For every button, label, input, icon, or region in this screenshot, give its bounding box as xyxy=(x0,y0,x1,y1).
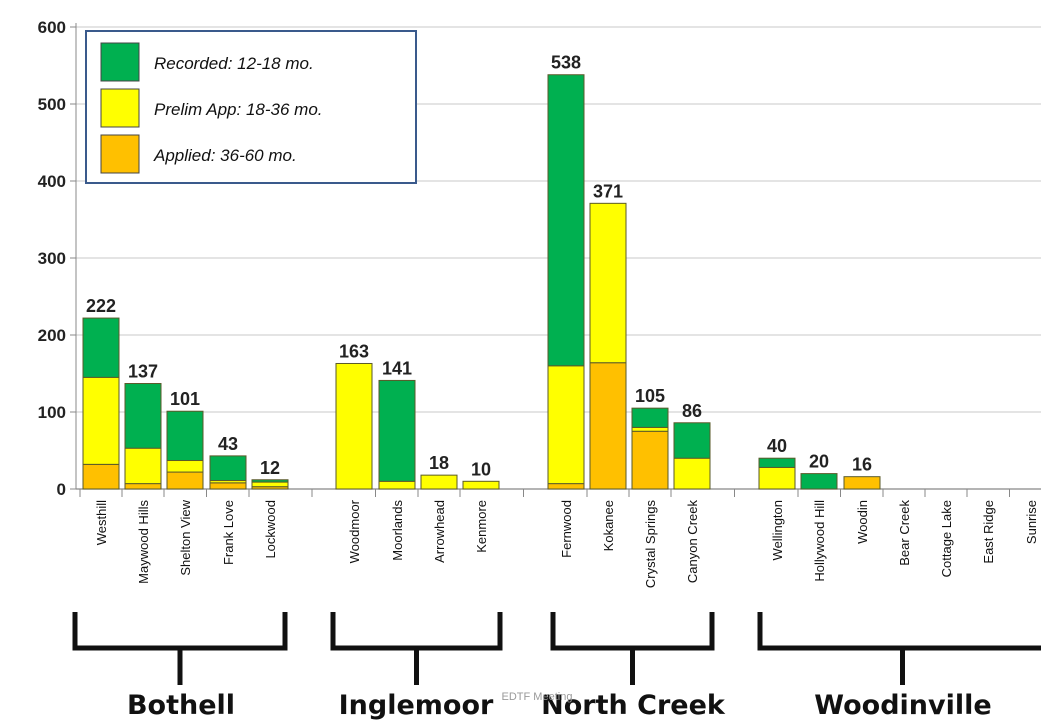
category-label: Fernwood xyxy=(559,500,574,558)
total-label: 538 xyxy=(551,53,581,73)
total-label: 43 xyxy=(218,434,238,454)
bar-segment-frank-love-s2 xyxy=(209,455,247,482)
group-bracket-inglemoor xyxy=(330,612,503,685)
bracket xyxy=(330,612,503,685)
total-label: 18 xyxy=(429,453,449,473)
total-label: 101 xyxy=(170,389,200,409)
group-bracket-bothell xyxy=(72,612,288,685)
bar-segment-canyon-creek-s1 xyxy=(673,457,711,490)
bar-segment-fernwood-s2 xyxy=(547,74,585,367)
bar-segment-canyon-creek-s2 xyxy=(673,422,711,459)
category-label: Maywood Hills xyxy=(136,500,151,584)
bar-segment-shelton-view-s1 xyxy=(166,460,204,473)
bar-segment-shelton-view-s2 xyxy=(166,410,204,462)
y-tick-label: 400 xyxy=(38,172,66,191)
bar-segment-kokanee-s1 xyxy=(589,202,627,364)
category-label: Wellington xyxy=(770,500,785,560)
category-label: Lockwood xyxy=(263,500,278,559)
total-label: 86 xyxy=(682,401,702,421)
category-label: Canyon Creek xyxy=(685,500,700,584)
bar-segment-fernwood-s1 xyxy=(547,365,585,485)
category-label: Kenmore xyxy=(474,500,489,553)
category-label: Bear Creek xyxy=(897,500,912,566)
category-label: Cottage Lake xyxy=(939,500,954,577)
bar-segment-maywood-hills-s1 xyxy=(124,447,162,485)
bar-segment-maywood-hills-s2 xyxy=(124,383,162,449)
y-tick-label: 100 xyxy=(38,403,66,422)
bar-segment-fernwood-s0 xyxy=(547,483,585,490)
group-label-inglemoor: Inglemoor xyxy=(339,690,494,721)
legend-label: Recorded: 12-18 mo. xyxy=(154,54,314,73)
legend-swatch xyxy=(100,134,140,174)
legend-label: Prelim App: 18-36 mo. xyxy=(154,100,323,119)
total-label: 141 xyxy=(382,358,412,378)
bar-segment-maywood-hills-s0 xyxy=(124,483,162,490)
bar-segment-kenmore-s1 xyxy=(462,480,500,490)
category-label: Kokanee xyxy=(601,500,616,551)
bar-segment-lockwood-s2 xyxy=(251,479,289,483)
category-label: Hollywood Hill xyxy=(812,500,827,582)
y-tick-label: 600 xyxy=(38,18,66,37)
total-label: 222 xyxy=(86,296,116,316)
total-label: 371 xyxy=(593,181,623,201)
category-label: Sunrise xyxy=(1024,500,1039,544)
total-label: 16 xyxy=(852,455,872,475)
group-bracket-woodinville xyxy=(757,612,1041,685)
category-label: Arrowhead xyxy=(432,500,447,563)
bar-segment-lockwood-s1 xyxy=(251,481,289,488)
group-label-woodinville: Woodinville xyxy=(814,690,991,721)
y-tick-label: 500 xyxy=(38,95,66,114)
category-label: Frank Love xyxy=(221,500,236,565)
category-label: Moorlands xyxy=(390,500,405,561)
category-label: Westhill xyxy=(94,500,109,545)
bar-segment-frank-love-s0 xyxy=(209,482,247,490)
bar-segment-moorlands-s1 xyxy=(378,480,416,490)
category-label: Woodmoor xyxy=(347,499,362,563)
category-label: Woodin xyxy=(855,500,870,544)
legend-swatch xyxy=(100,42,140,82)
bar-segment-woodin-s0 xyxy=(843,476,881,490)
bar-segment-wellington-s2 xyxy=(758,457,796,468)
y-tick-label: 200 xyxy=(38,326,66,345)
bracket xyxy=(757,612,1041,685)
bar-segment-wellington-s1 xyxy=(758,466,796,490)
bracket xyxy=(72,612,288,685)
y-tick-label: 0 xyxy=(57,480,66,499)
legend-box xyxy=(85,30,417,184)
category-label: Crystal Springs xyxy=(643,500,658,589)
group-bracket-north-creek xyxy=(550,612,715,685)
bar-segment-westhill-s2 xyxy=(82,317,120,378)
total-label: 163 xyxy=(339,341,369,361)
bar-segment-shelton-view-s0 xyxy=(166,471,204,490)
total-label: 137 xyxy=(128,362,158,382)
category-label: Shelton View xyxy=(178,499,193,575)
bar-segment-crystal-springs-s2 xyxy=(631,407,669,428)
bar-segment-hollywood-hill-s2 xyxy=(800,473,838,490)
group-label-north-creek: North Creek xyxy=(541,690,726,721)
bar-segment-crystal-springs-s1 xyxy=(631,426,669,432)
bar-segment-arrowhead-s1 xyxy=(420,474,458,490)
total-label: 105 xyxy=(635,386,665,406)
bar-segment-westhill-s1 xyxy=(82,376,120,465)
category-label: East Ridge xyxy=(981,500,996,564)
bar-segment-westhill-s0 xyxy=(82,463,120,490)
total-label: 10 xyxy=(471,459,491,479)
bracket xyxy=(550,612,715,685)
bar-segment-kokanee-s0 xyxy=(589,362,627,490)
y-tick-label: 300 xyxy=(38,249,66,268)
bar-segment-moorlands-s2 xyxy=(378,379,416,482)
total-label: 40 xyxy=(767,436,787,456)
legend-swatch xyxy=(100,88,140,128)
legend-label: Applied: 36-60 mo. xyxy=(153,146,297,165)
bar-segment-crystal-springs-s0 xyxy=(631,430,669,490)
total-label: 12 xyxy=(260,458,280,478)
legend: Recorded: 12-18 mo. Prelim App: 18-36 mo.… xyxy=(85,30,417,184)
total-label: 20 xyxy=(809,452,829,472)
bar-segment-woodmoor-s1 xyxy=(335,362,373,490)
group-label-bothell: Bothell xyxy=(127,690,235,721)
watermark-text: EDTF Meeting xyxy=(502,691,573,703)
